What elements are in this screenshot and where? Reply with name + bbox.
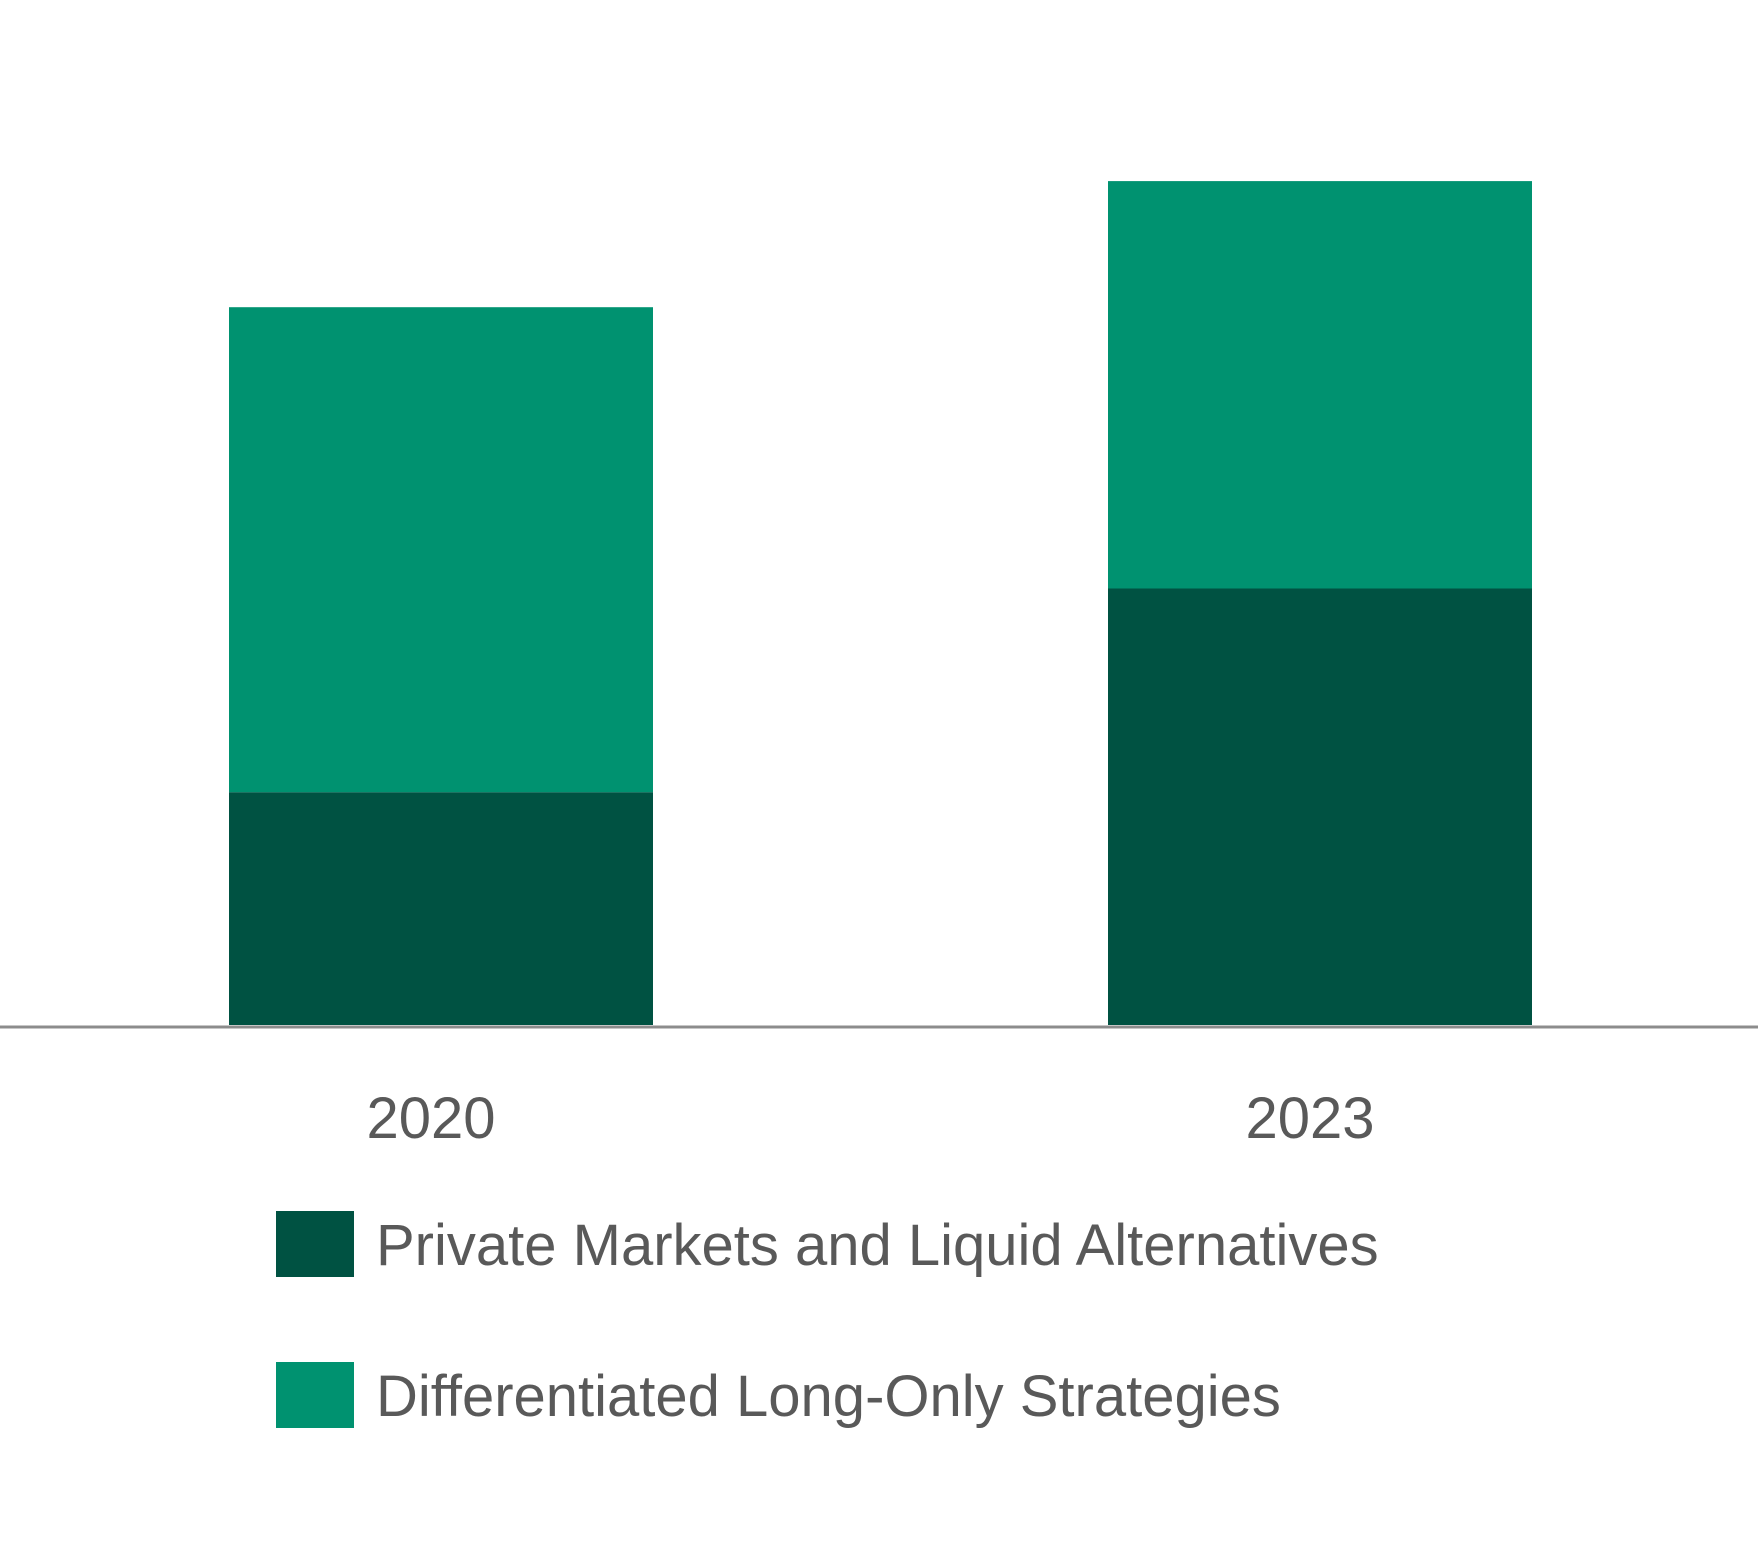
- bar-2023-series-2: [1108, 181, 1532, 589]
- bar-2020-series-2: [229, 307, 653, 793]
- legend-label-1: Private Markets and Liquid Alternatives: [376, 1213, 1379, 1278]
- bars-layer: [229, 181, 1532, 1025]
- legend-swatch-1: [276, 1211, 354, 1277]
- x-tick-label-2020: 2020: [366, 1086, 495, 1151]
- bar-2023-series-1: [1108, 588, 1532, 1025]
- x-tick-labels: 2020 2023: [366, 1086, 1374, 1151]
- bar-2020-series-1: [229, 792, 653, 1025]
- legend-label-2: Differentiated Long-Only Strategies: [376, 1364, 1281, 1429]
- legend: Private Markets and Liquid Alternatives D…: [276, 1211, 1379, 1429]
- x-tick-label-2023: 2023: [1245, 1086, 1374, 1151]
- legend-swatch-2: [276, 1362, 354, 1428]
